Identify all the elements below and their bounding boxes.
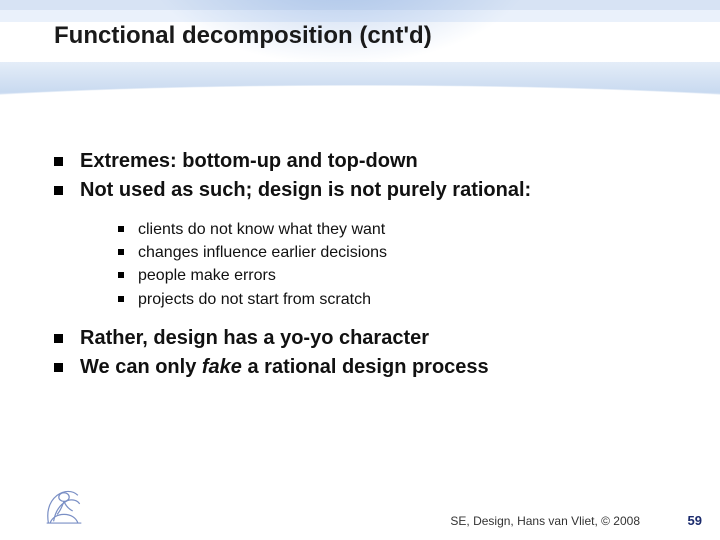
sub-bullet-item: projects do not start from scratch — [118, 288, 680, 311]
slide-title: Functional decomposition (cnt'd) — [54, 22, 432, 50]
bullet-item: We can only fake a rational design proce… — [54, 354, 680, 381]
bullet-text-em: fake — [202, 356, 242, 378]
publisher-logo — [38, 478, 90, 530]
footer-text: SE, Design, Hans van Vliet, © 2008 — [450, 514, 640, 528]
bullet-item: Rather, design has a yo-yo character — [54, 325, 680, 352]
bullet-text-post: a rational design process — [242, 356, 489, 378]
bullet-item: Not used as such; design is not purely r… — [54, 177, 680, 311]
page-number: 59 — [688, 513, 702, 528]
header-curve — [0, 78, 720, 122]
sub-bullet-text: projects do not start from scratch — [138, 291, 371, 308]
bullet-text: Rather, design has a yo-yo character — [80, 327, 429, 349]
bullet-text: Extremes: bottom-up and top-down — [80, 150, 418, 172]
slide-body: Extremes: bottom-up and top-down Not use… — [54, 148, 680, 383]
sub-bullet-item: clients do not know what they want — [118, 218, 680, 241]
sub-bullet-text: changes influence earlier decisions — [138, 244, 387, 261]
bullet-text: Not used as such; design is not purely r… — [80, 179, 531, 201]
sub-bullet-item: people make errors — [118, 264, 680, 287]
sub-bullet-item: changes influence earlier decisions — [118, 241, 680, 264]
sub-bullet-text: people make errors — [138, 267, 276, 284]
bullet-list: Extremes: bottom-up and top-down Not use… — [54, 148, 680, 381]
bullet-text-pre: We can only — [80, 356, 202, 378]
sub-bullet-text: clients do not know what they want — [138, 221, 385, 238]
bullet-item: Extremes: bottom-up and top-down — [54, 148, 680, 175]
sub-bullet-list: clients do not know what they want chang… — [118, 218, 680, 311]
